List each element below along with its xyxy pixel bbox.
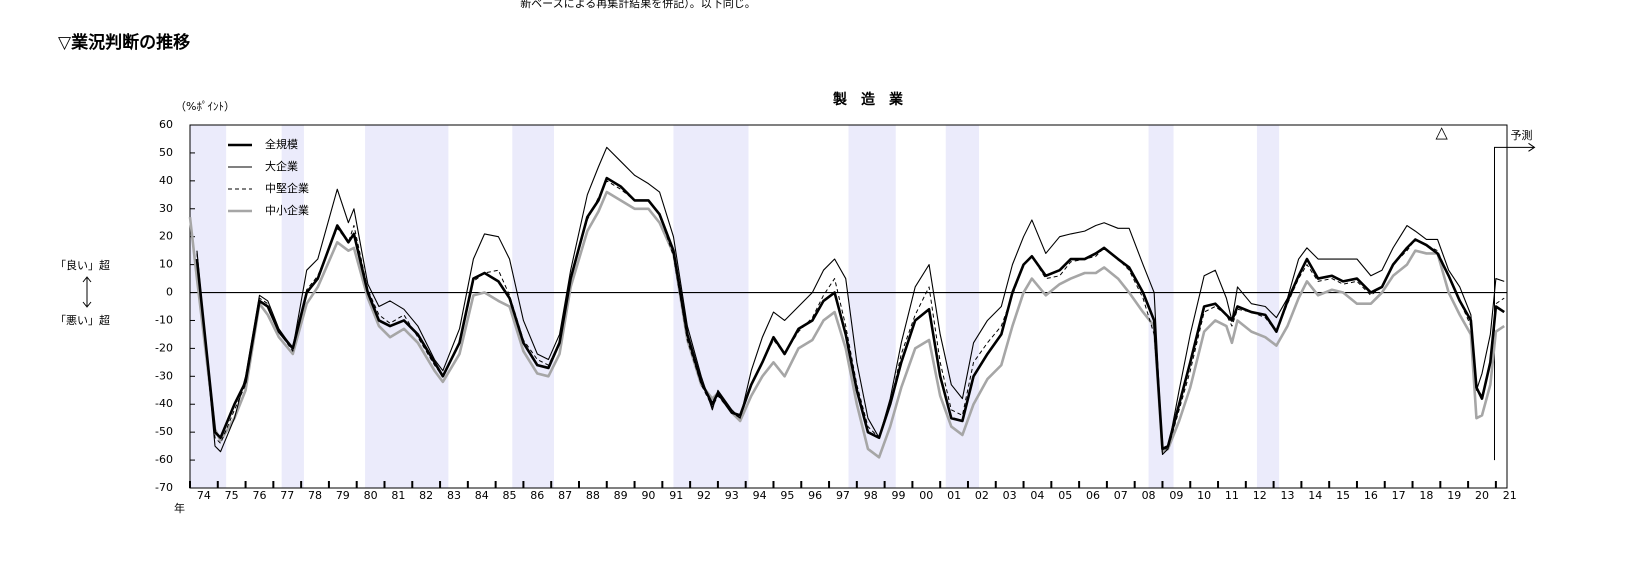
good-bad-arrow xyxy=(82,276,92,308)
x-tick-label: 02 xyxy=(975,489,989,502)
forecast-label: 予測 xyxy=(1510,128,1532,142)
y-tick-label: -10 xyxy=(155,313,173,326)
recession-band xyxy=(1256,125,1280,488)
x-tick-label: 99 xyxy=(892,489,906,502)
x-tick-label: 17 xyxy=(1392,489,1406,502)
x-tick-label: 13 xyxy=(1281,489,1295,502)
recession-band xyxy=(281,125,304,488)
y-tick-label: -60 xyxy=(155,453,173,466)
x-tick-label: 84 xyxy=(475,489,489,502)
x-tick-label: 16 xyxy=(1364,489,1378,502)
x-tick-label: 19 xyxy=(1447,489,1461,502)
series-line xyxy=(196,180,1505,450)
x-tick-label: 95 xyxy=(780,489,794,502)
x-tick-label: 06 xyxy=(1086,489,1100,502)
x-tick-label: 97 xyxy=(836,489,850,502)
legend-label: 中小企業 xyxy=(265,203,309,217)
x-tick-label: 82 xyxy=(419,489,433,502)
x-tick-label: 81 xyxy=(391,489,405,502)
x-tick-label: 03 xyxy=(1003,489,1017,502)
x-tick-label: 20 xyxy=(1475,489,1489,502)
x-tick-label: 14 xyxy=(1308,489,1322,502)
recession-band xyxy=(190,125,227,488)
x-tick-label: 79 xyxy=(336,489,350,502)
recession-band xyxy=(365,125,449,488)
legend-label: 全規模 xyxy=(265,137,298,151)
x-tick-label: 76 xyxy=(252,489,266,502)
x-tick-label: 80 xyxy=(364,489,378,502)
x-tick-label: 05 xyxy=(1058,489,1072,502)
x-tick-label: 12 xyxy=(1253,489,1267,502)
plot-frame xyxy=(189,124,1508,489)
y-tick-label: 50 xyxy=(159,146,173,159)
x-tick-label: 09 xyxy=(1169,489,1183,502)
x-tick-label: 00 xyxy=(919,489,933,502)
chart-title: 製 造 業 xyxy=(832,91,904,108)
forecast-arrow xyxy=(1494,142,1536,461)
x-tick-label: 91 xyxy=(669,489,683,502)
x-tick-label: 87 xyxy=(558,489,572,502)
recession-band xyxy=(673,125,749,488)
series-line xyxy=(188,190,1505,459)
x-tick-label: 83 xyxy=(447,489,461,502)
x-tick-label: 86 xyxy=(530,489,544,502)
x-tick-label: 88 xyxy=(586,489,600,502)
x-tick-label: 85 xyxy=(503,489,517,502)
x-tick-label: 75 xyxy=(225,489,239,502)
y-tick-label: 40 xyxy=(159,174,173,187)
series-line xyxy=(195,176,1505,451)
x-tick-label: 96 xyxy=(808,489,822,502)
header-note: 新ベースによる再集計結果を併記）。以下同じ。 xyxy=(520,0,756,10)
y-tick-label: -20 xyxy=(155,341,173,354)
x-tick-label: 21 xyxy=(1503,489,1517,502)
x-tick-label: 18 xyxy=(1419,489,1433,502)
x-tick-label: 08 xyxy=(1142,489,1156,502)
x-tick-label: 01 xyxy=(947,489,961,502)
y-tick-label: 0 xyxy=(166,286,173,299)
legend-label: 大企業 xyxy=(265,159,298,173)
y-unit: （%ﾎﾟｲﾝﾄ） xyxy=(175,100,235,113)
y-tick-label: -70 xyxy=(155,481,173,494)
x-tick-label: 78 xyxy=(308,489,322,502)
y-tick-label: 10 xyxy=(159,258,173,271)
bad-label: 「悪い」超 xyxy=(55,313,110,327)
y-tick-label: 30 xyxy=(159,202,173,215)
y-tick-label: 60 xyxy=(159,118,173,131)
x-tick-label: 15 xyxy=(1336,489,1350,502)
section-title: ▽業況判断の推移 xyxy=(58,32,190,53)
x-tick-label: 98 xyxy=(864,489,878,502)
x-tick-label: 11 xyxy=(1225,489,1239,502)
recession-band xyxy=(512,125,554,488)
x-tick-label: 74 xyxy=(197,489,211,502)
y-tick-label: -30 xyxy=(155,369,173,382)
x-tick-label: 94 xyxy=(753,489,767,502)
x-tick-label: 10 xyxy=(1197,489,1211,502)
good-label: 「良い」超 xyxy=(55,258,110,272)
x-unit: 年 xyxy=(174,501,185,515)
x-tick-label: 89 xyxy=(614,489,628,502)
recession-band xyxy=(848,125,896,488)
x-tick-label: 93 xyxy=(725,489,739,502)
x-tick-label: 77 xyxy=(280,489,294,502)
x-tick-label: 92 xyxy=(697,489,711,502)
peak-marker: △ xyxy=(1436,123,1449,142)
y-tick-label: 20 xyxy=(159,230,173,243)
x-tick-label: 07 xyxy=(1114,489,1128,502)
x-tick-label: 04 xyxy=(1030,489,1044,502)
y-tick-label: -50 xyxy=(155,425,173,438)
legend-label: 中堅企業 xyxy=(265,181,309,195)
y-tick-label: -40 xyxy=(155,397,173,410)
x-tick-label: 90 xyxy=(641,489,655,502)
